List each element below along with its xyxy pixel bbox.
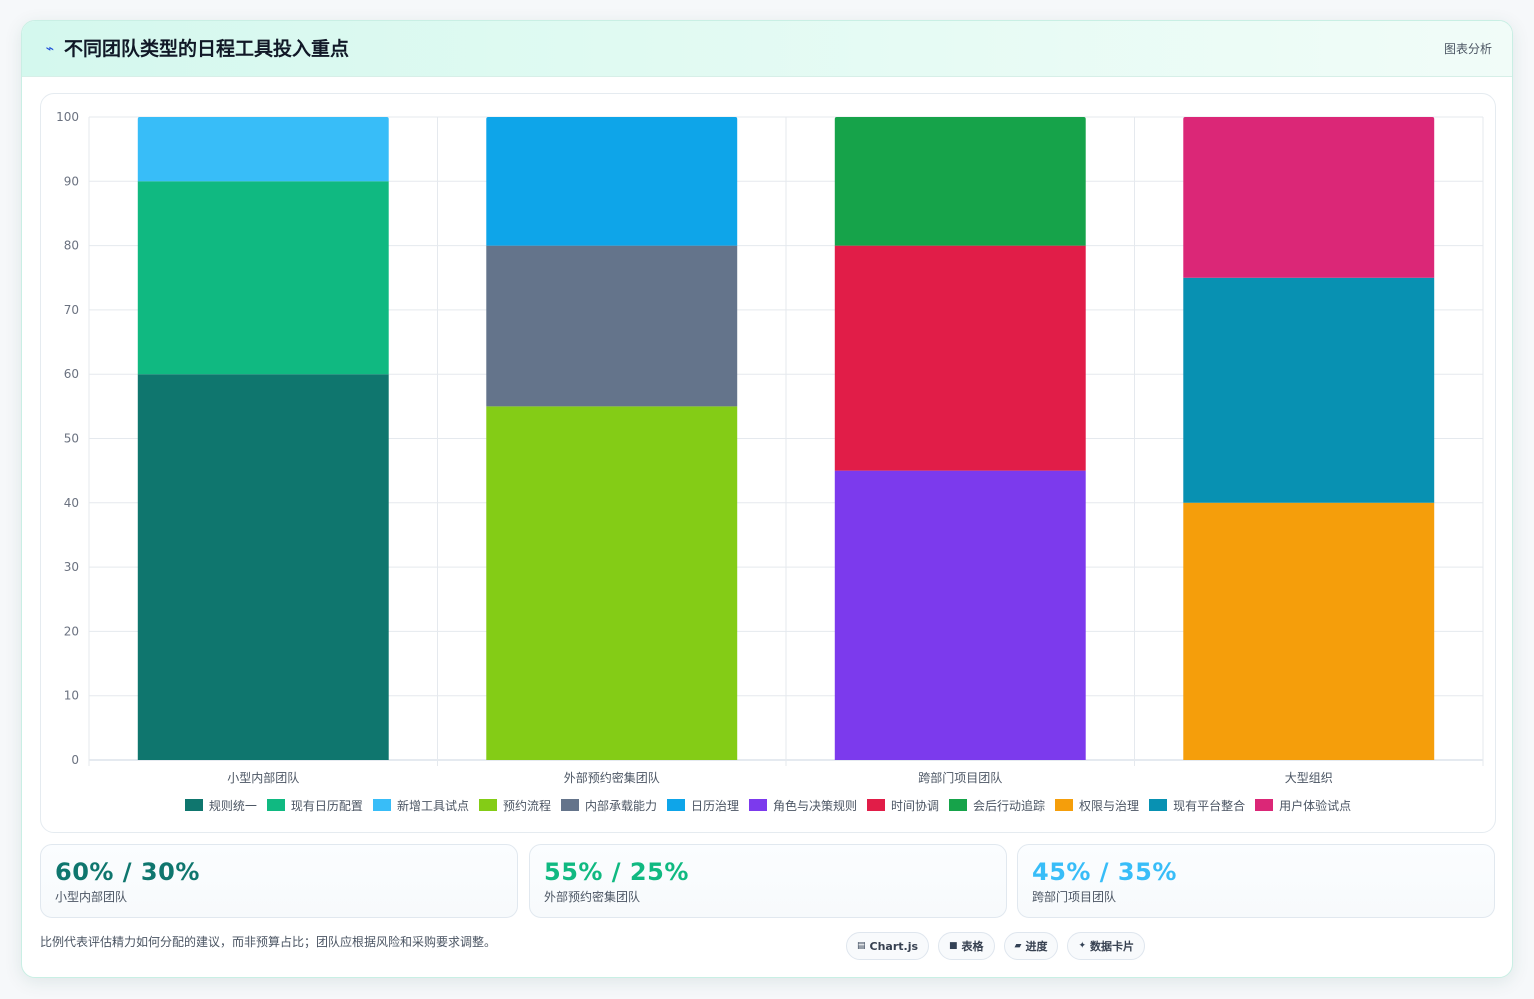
bar-segment [486,117,738,246]
y-tick-label: 70 [64,303,79,317]
bar-segment [1183,117,1435,278]
legend-label: 规则统一 [208,798,257,813]
footer-note: 比例代表评估精力如何分配的建议，而非预算占比；团队应根据风险和采购要求调整。 [40,935,497,949]
legend-item[interactable]: 角色与决策规则 [749,797,857,814]
legend-label: 角色与决策规则 [773,798,858,813]
sparkle-icon: ✦ [1078,941,1087,951]
legend-item[interactable]: 用户体验试点 [1255,797,1351,814]
stat-value: 55% / 25% [544,858,689,886]
legend-item[interactable]: 时间协调 [867,797,939,814]
bar-segment [1183,502,1435,760]
legend-swatch [666,799,685,811]
chip-progress[interactable]: ▰ 进度 [1003,932,1059,960]
chip-label: Chart.js [869,939,919,953]
chip-label: 进度 [1025,940,1048,953]
legend-label: 用户体验试点 [1279,798,1352,813]
y-tick-label: 100 [56,110,79,124]
bar-segment [834,117,1086,246]
bar-segment [486,245,738,407]
chart-panel: 0 10 20 30 40 50 60 70 80 90 100 小型内部团队 外部预约密集团队 跨部门项… [40,93,1496,833]
x-tick-label: 跨部门项目团队 [918,770,1002,785]
legend-label: 预约流程 [502,798,551,813]
chart-analysis-link[interactable]: 图表分析 [1443,42,1492,56]
legend-swatch [1255,799,1274,811]
bar-segment [137,374,389,760]
stat-label: 跨部门项目团队 [1032,890,1117,904]
legend-item[interactable]: 新增工具试点 [372,797,469,814]
main-card: ⌁ 不同团队类型的日程工具投入重点 图表分析 0 10 20 30 40 50 60 70 80… [21,20,1513,978]
y-tick-label: 40 [64,496,79,510]
y-tick-label: 90 [64,174,79,188]
legend-swatch [266,799,285,811]
legend-item[interactable]: 预约流程 [478,797,551,814]
legend-swatch [372,799,391,811]
y-tick-label: 50 [64,432,79,446]
y-tick-label: 20 [64,624,79,638]
legend-label: 内部承载能力 [584,798,657,813]
feature-chips: ▤ Chart.js ■ 表格 ▰ 进度 ✦ 数据卡片 [846,932,1146,960]
legend-swatch [749,799,767,811]
legend-item[interactable]: 现有日历配置 [266,797,363,814]
legend-item[interactable]: 日历治理 [666,797,739,814]
table-icon: ■ [949,941,958,951]
legend-item[interactable]: 会后行动追踪 [949,797,1045,814]
y-tick-label: 30 [64,560,79,574]
legend-item[interactable]: 规则统一 [184,797,257,814]
bar-segment [1183,277,1435,503]
legend-swatch [560,799,579,811]
stat-label: 小型内部团队 [55,890,128,904]
legend-swatch [867,799,886,811]
legend-item[interactable]: 权限与治理 [1055,797,1139,814]
legend-label: 权限与治理 [1079,798,1140,813]
legend-swatch [949,799,968,811]
stat-value: 60% / 30% [55,858,200,886]
legend-label: 时间协调 [891,798,940,813]
chart-legend: 规则统一 现有日历配置 新增工具试点 预约流程 内部承载能力 日历治理 角色与决策规则 时间协… [41,796,1495,814]
x-tick-label: 外部预约密集团队 [564,770,660,785]
bar-segment [834,470,1086,760]
chip-data-card[interactable]: ✦ 数据卡片 [1067,932,1146,960]
stat-value: 45% / 35% [1032,858,1177,886]
legend-label: 新增工具试点 [396,798,469,813]
bar-segment [137,181,389,375]
stat-label: 外部预约密集团队 [544,890,641,904]
legend-swatch [1149,799,1168,811]
stat-cards: 60% / 30% 小型内部团队 55% / 25% 外部预约密集团队 45% … [40,844,1496,918]
x-tick-label: 大型组织 [1285,771,1333,785]
legend-swatch [478,799,497,811]
bar-segment [834,245,1086,471]
stat-card-cross-team: 45% / 35% 跨部门项目团队 [1017,844,1495,918]
chip-table[interactable]: ■ 表格 [938,932,995,960]
chart-icon: ▤ [857,941,866,951]
y-tick-label: 10 [64,689,79,703]
x-tick-label: 小型内部团队 [227,770,299,785]
legend-swatch [1055,799,1074,811]
y-tick-label: 80 [64,239,79,253]
legend-item[interactable]: 现有平台整合 [1149,797,1245,814]
legend-label: 现有日历配置 [290,798,363,813]
spark-icon: ⌁ [45,41,55,57]
chip-label: 数据卡片 [1090,940,1135,953]
chip-label: 表格 [961,940,984,953]
bar-segment [137,117,389,182]
bar-segment [486,406,738,760]
legend-label: 会后行动追踪 [973,798,1046,813]
card-header: ⌁ 不同团队类型的日程工具投入重点 图表分析 [22,21,1512,77]
y-tick-label: 0 [71,753,79,767]
progress-icon: ▰ [1014,941,1022,951]
legend-label: 现有平台整合 [1173,798,1246,813]
legend-label: 日历治理 [690,798,739,813]
chip-chartjs[interactable]: ▤ Chart.js [846,932,930,960]
page-title: 不同团队类型的日程工具投入重点 [64,38,350,60]
stat-card-booking-team: 55% / 25% 外部预约密集团队 [529,844,1007,918]
legend-swatch [184,799,203,811]
stat-card-small-team: 60% / 30% 小型内部团队 [40,844,518,918]
stacked-bar-chart: 0 10 20 30 40 50 60 70 80 90 100 小型内部团队 外部预约密集团队 跨部门项… [56,110,1484,785]
legend-item[interactable]: 内部承载能力 [560,797,657,814]
y-tick-label: 60 [64,367,79,381]
